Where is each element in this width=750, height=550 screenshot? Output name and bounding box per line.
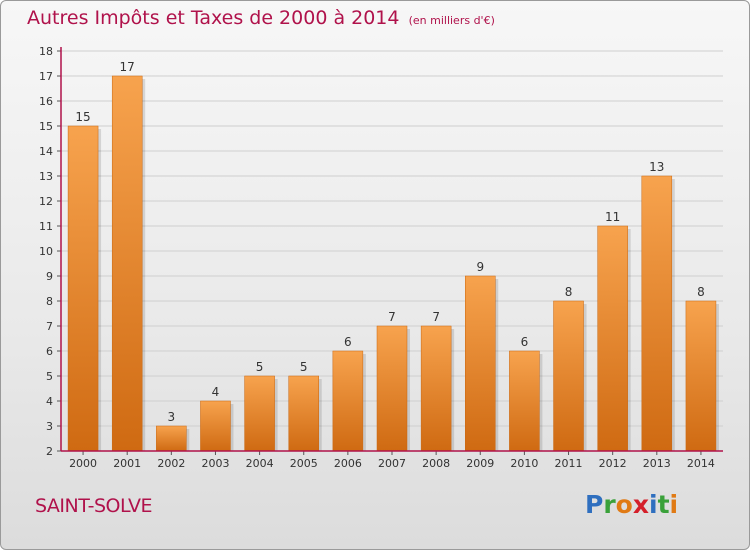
y-tick-label: 2: [46, 445, 53, 458]
x-tick-label: 2003: [201, 457, 229, 470]
x-tick-label: 2005: [290, 457, 318, 470]
data-labels: 15 17 3 4 5 5 6 7 7 9 6 8 11 13 8: [75, 60, 704, 424]
x-tick-label: 2009: [466, 457, 494, 470]
x-tick-label: 2013: [643, 457, 671, 470]
bar-2000: [67, 125, 99, 452]
data-label: 6: [344, 335, 352, 349]
bar-2001: [111, 75, 143, 452]
data-label: 3: [168, 410, 176, 424]
data-label: 9: [476, 260, 484, 274]
bar-2010: [509, 350, 540, 452]
bar-2006: [332, 350, 364, 452]
y-tick-label: 17: [39, 70, 53, 83]
y-tick-label: 6: [46, 345, 53, 358]
bar-2003: [200, 400, 231, 452]
axes: [57, 47, 723, 455]
chart-title-main: Autres Impôts et Taxes de 2000 à 2014: [27, 7, 400, 29]
y-tick-label: 3: [46, 420, 53, 433]
y-tick-label: 9: [46, 270, 53, 283]
y-tick-label: 4: [46, 395, 53, 408]
bar-2013: [641, 175, 673, 452]
logo-letter: x: [632, 490, 649, 519]
chart-subtitle: (en milliers d'€): [408, 14, 495, 27]
y-tick-label: 16: [39, 95, 53, 108]
y-tick-label: 18: [39, 45, 53, 58]
bar-2005: [288, 375, 319, 452]
logo-letter: r: [603, 490, 616, 519]
logo-letter: o: [615, 490, 633, 519]
x-tick-label: 2012: [599, 457, 627, 470]
y-tick-label: 14: [39, 145, 53, 158]
data-label: 5: [300, 360, 308, 374]
x-tick-label: 2008: [422, 457, 450, 470]
bar-2011: [553, 300, 584, 452]
y-tick-label: 7: [46, 320, 53, 333]
logo-letter: t: [657, 490, 670, 519]
y-tick-labels: 2 3 4 5 6 7 8 9 10 11 12 13 14 15 16 17 18: [39, 45, 53, 458]
city-name: SAINT-SOLVE: [35, 495, 152, 517]
bar-2014: [685, 300, 717, 452]
data-label: 7: [388, 310, 396, 324]
data-label: 7: [432, 310, 440, 324]
x-tick-label: 2002: [157, 457, 185, 470]
x-tick-labels: 2000 2001 2002 2003 2004 2005 2006 2007 2008 2009…: [69, 457, 715, 470]
y-tick-label: 5: [46, 370, 53, 383]
bar-2012: [597, 225, 628, 452]
y-tick-label: 15: [39, 120, 53, 133]
data-label: 8: [565, 285, 573, 299]
x-tick-label: 2000: [69, 457, 97, 470]
data-label: 17: [120, 60, 135, 74]
x-tick-label: 2010: [510, 457, 538, 470]
y-tick-label: 11: [39, 220, 53, 233]
bar-2004: [244, 375, 275, 452]
y-tick-label: 10: [39, 245, 53, 258]
x-tick-label: 2006: [334, 457, 362, 470]
data-label: 8: [697, 285, 705, 299]
y-tick-label: 13: [39, 170, 53, 183]
logo-letter: i: [669, 490, 679, 519]
logo-letter: P: [585, 490, 604, 519]
data-label: 15: [75, 110, 90, 124]
data-label: 13: [649, 160, 664, 174]
bars: [67, 75, 719, 452]
data-label: 4: [212, 385, 220, 399]
x-tick-label: 2011: [555, 457, 583, 470]
y-tick-label: 8: [46, 295, 53, 308]
data-label: 5: [256, 360, 264, 374]
x-tick-label: 2014: [687, 457, 715, 470]
x-tick-label: 2001: [113, 457, 141, 470]
bar-2007: [376, 325, 408, 452]
bar-2008: [420, 325, 452, 452]
x-tick-label: 2004: [246, 457, 274, 470]
proxiti-logo: Proxiti: [585, 490, 678, 519]
bar-2002: [156, 425, 187, 452]
data-label: 6: [521, 335, 529, 349]
chart-title: Autres Impôts et Taxes de 2000 à 2014 (e…: [27, 7, 495, 29]
logo-letter: i: [649, 490, 658, 519]
y-tick-label: 12: [39, 195, 53, 208]
data-label: 11: [605, 210, 620, 224]
bar-2009: [465, 275, 496, 452]
x-tick-label: 2007: [378, 457, 406, 470]
